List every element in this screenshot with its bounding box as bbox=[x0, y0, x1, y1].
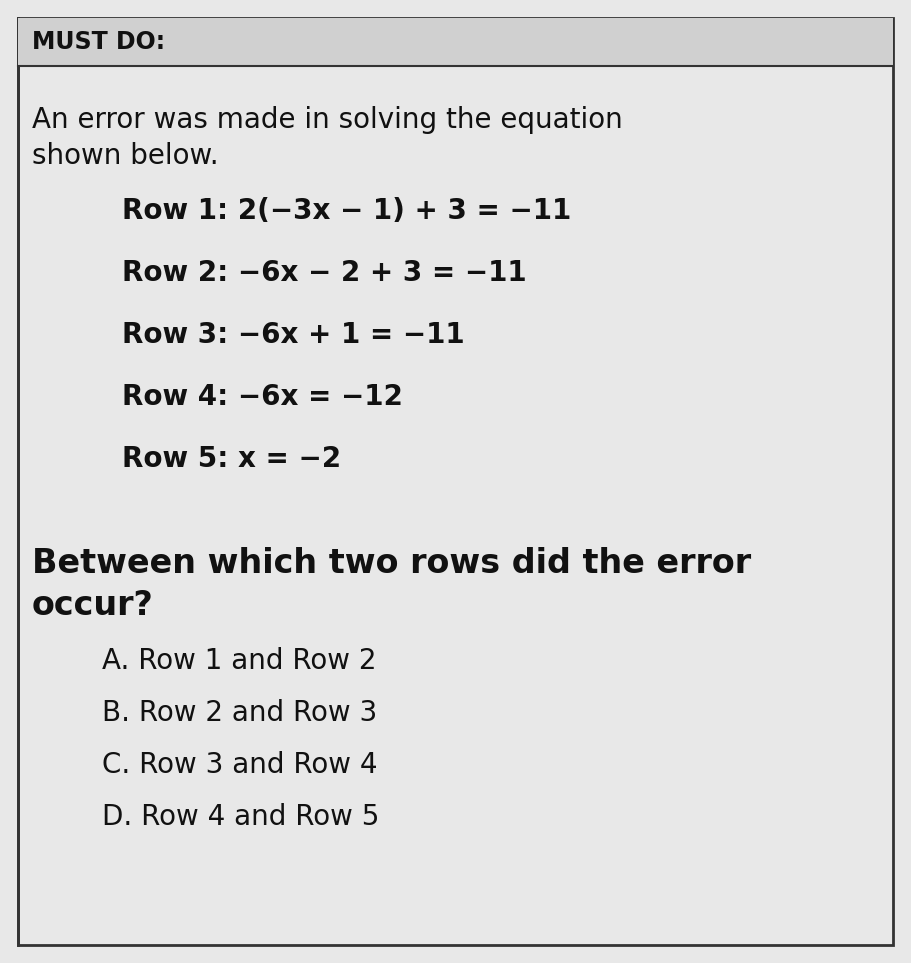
Text: A. Row 1 and Row 2: A. Row 1 and Row 2 bbox=[102, 647, 376, 675]
Bar bbox=[18, 18, 893, 66]
Text: occur?: occur? bbox=[32, 589, 154, 622]
Text: shown below.: shown below. bbox=[32, 142, 219, 170]
Text: C. Row 3 and Row 4: C. Row 3 and Row 4 bbox=[102, 751, 377, 779]
Text: MUST DO:: MUST DO: bbox=[32, 30, 165, 54]
Text: Row 5: x = −2: Row 5: x = −2 bbox=[122, 445, 341, 473]
Text: Row 4: −6x = −12: Row 4: −6x = −12 bbox=[122, 383, 403, 411]
Text: B. Row 2 and Row 3: B. Row 2 and Row 3 bbox=[102, 699, 377, 727]
Text: D. Row 4 and Row 5: D. Row 4 and Row 5 bbox=[102, 803, 379, 831]
Text: Row 2: −6x − 2 + 3 = −11: Row 2: −6x − 2 + 3 = −11 bbox=[122, 259, 527, 287]
Text: An error was made in solving the equation: An error was made in solving the equatio… bbox=[32, 106, 623, 134]
Text: Between which two rows did the error: Between which two rows did the error bbox=[32, 547, 752, 580]
Text: Row 3: −6x + 1 = −11: Row 3: −6x + 1 = −11 bbox=[122, 321, 465, 349]
Text: Row 1: 2(−3x − 1) + 3 = −11: Row 1: 2(−3x − 1) + 3 = −11 bbox=[122, 197, 571, 225]
